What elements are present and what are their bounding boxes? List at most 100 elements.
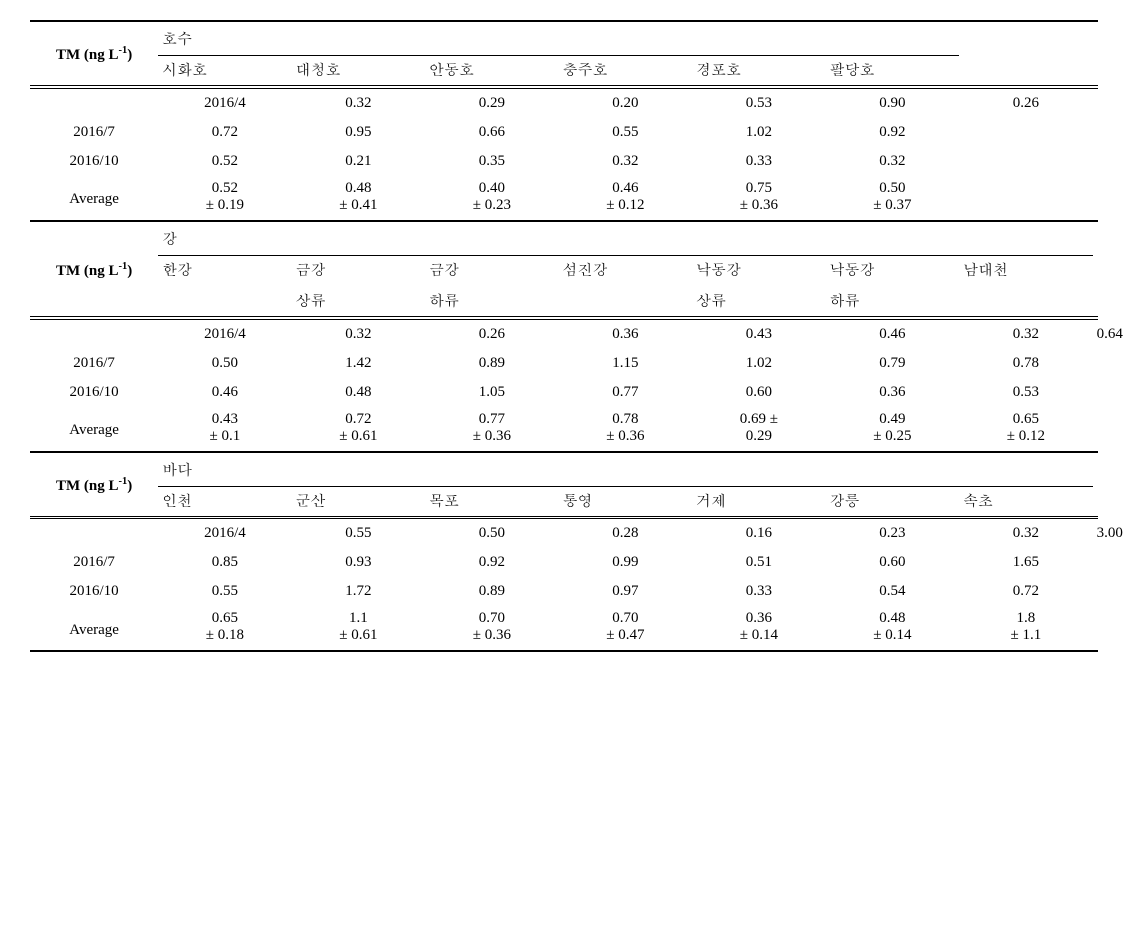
cell-value: 0.32: [292, 319, 426, 349]
category-label: 바다: [158, 452, 292, 487]
cell-value: 0.77: [559, 378, 693, 407]
cell-value: 0.95: [292, 118, 426, 147]
cell-value: 0.53: [959, 378, 1093, 407]
column-header: [158, 287, 292, 319]
cell-avg: 0.69 ±: [692, 407, 826, 428]
cell-avg: 0.50: [826, 176, 960, 197]
cell-avg: 0.77: [425, 407, 559, 428]
cell-value: 1.42: [292, 349, 426, 378]
cell-avg: 0.52: [158, 176, 292, 197]
cell-avg-pm: ± 0.61: [292, 627, 426, 651]
cell-value: 0.66: [425, 118, 559, 147]
cell-value: 0.79: [826, 349, 960, 378]
column-header: 상류: [292, 287, 426, 319]
cell-value: 0.23: [826, 519, 960, 549]
column-header: 하류: [425, 287, 559, 319]
category-label: 호수: [158, 21, 292, 56]
cell-value: 0.89: [425, 577, 559, 606]
cell-value: 0.46: [826, 319, 960, 349]
cell-avg: 0.48: [826, 606, 960, 627]
cell-avg-pm: ± 0.19: [158, 197, 292, 221]
cell-value: 1.65: [959, 548, 1093, 577]
cell-value: 0.35: [425, 147, 559, 176]
row-label-average: Average: [30, 176, 158, 221]
column-header: 통영: [559, 486, 693, 519]
cell-value: 0.92: [826, 118, 960, 147]
cell-avg: 1.1: [292, 606, 426, 627]
cell-value: [959, 147, 1093, 176]
cell-avg: 0.72: [292, 407, 426, 428]
column-header: 금강: [425, 255, 559, 287]
column-header: 거제: [692, 486, 826, 519]
cell-avg-pm: ± 0.36: [559, 428, 693, 452]
unit-label: TM (ng L-1): [30, 221, 158, 320]
cell-value: 0.60: [826, 548, 960, 577]
cell-avg-pm: ± 0.47: [559, 627, 693, 651]
column-header: 강릉: [826, 486, 960, 519]
cell-value: 0.32: [292, 88, 426, 118]
column-header: 낙동강: [826, 255, 960, 287]
cell-value: 0.97: [559, 577, 693, 606]
cell-avg-pm: ± 0.14: [692, 627, 826, 651]
cell-value: 0.33: [692, 577, 826, 606]
cell-avg-pm: ± 0.41: [292, 197, 426, 221]
row-label: 2016/4: [158, 319, 292, 349]
cell-avg-pm: 0.29: [692, 428, 826, 452]
cell-value: 0.26: [959, 88, 1093, 118]
cell-avg: 0.70: [425, 606, 559, 627]
cell-avg: [959, 176, 1093, 197]
cell-avg-pm: ± 0.12: [959, 428, 1093, 452]
cell-avg-pm: ± 0.36: [692, 197, 826, 221]
row-label: 2016/10: [30, 378, 158, 407]
cell-value: 0.85: [158, 548, 292, 577]
cell-avg: 0.49: [826, 407, 960, 428]
unit-label: TM (ng L-1): [30, 21, 158, 88]
cell-avg-pm: ± 0.36: [425, 428, 559, 452]
cell-value: 0.20: [559, 88, 693, 118]
cell-value: 0.26: [425, 319, 559, 349]
cell-avg-pm: ± 0.36: [425, 627, 559, 651]
cell-value: 0.48: [292, 378, 426, 407]
column-header: 남대천: [959, 255, 1093, 287]
cell-value: 0.43: [692, 319, 826, 349]
cell-value: 0.55: [158, 577, 292, 606]
cell-value: 0.32: [959, 519, 1093, 549]
cell-value: 1.02: [692, 118, 826, 147]
cell-avg-pm: ± 0.14: [826, 627, 960, 651]
cell-value: 0.32: [959, 319, 1093, 349]
cell-value: 0.60: [692, 378, 826, 407]
cell-value: 0.28: [559, 519, 693, 549]
cell-value: 0.55: [292, 519, 426, 549]
row-label-average: Average: [30, 606, 158, 651]
column-header: 하류: [826, 287, 960, 319]
row-label: 2016/10: [30, 577, 158, 606]
cell-value: 0.72: [158, 118, 292, 147]
cell-value: 0.55: [559, 118, 693, 147]
cell-avg: 0.65: [959, 407, 1093, 428]
cell-value: 0.51: [692, 548, 826, 577]
column-header: 한강: [158, 255, 292, 287]
cell-avg-pm: ± 0.37: [826, 197, 960, 221]
cell-avg: 0.48: [292, 176, 426, 197]
cell-value: 0.90: [826, 88, 960, 118]
unit-label: TM (ng L-1): [30, 452, 158, 519]
cell-value: 0.36: [559, 319, 693, 349]
cell-avg-pm: ± 0.61: [292, 428, 426, 452]
column-header: 안동호: [425, 56, 559, 89]
cell-value: 0.52: [158, 147, 292, 176]
cell-value: [959, 118, 1093, 147]
cell-value: 0.16: [692, 519, 826, 549]
cell-avg: 0.43: [158, 407, 292, 428]
cell-value: 0.92: [425, 548, 559, 577]
category-label: 강: [158, 221, 292, 256]
column-header: 낙동강: [692, 255, 826, 287]
row-label: 2016/7: [30, 118, 158, 147]
cell-avg-pm: ± 1.1: [959, 627, 1093, 651]
cell-value: 0.64: [1093, 319, 1098, 349]
cell-avg-pm: ± 0.1: [158, 428, 292, 452]
cell-value: 0.46: [158, 378, 292, 407]
cell-value: 0.50: [158, 349, 292, 378]
row-label: 2016/10: [30, 147, 158, 176]
cell-avg: 0.70: [559, 606, 693, 627]
column-header: [959, 56, 1093, 89]
